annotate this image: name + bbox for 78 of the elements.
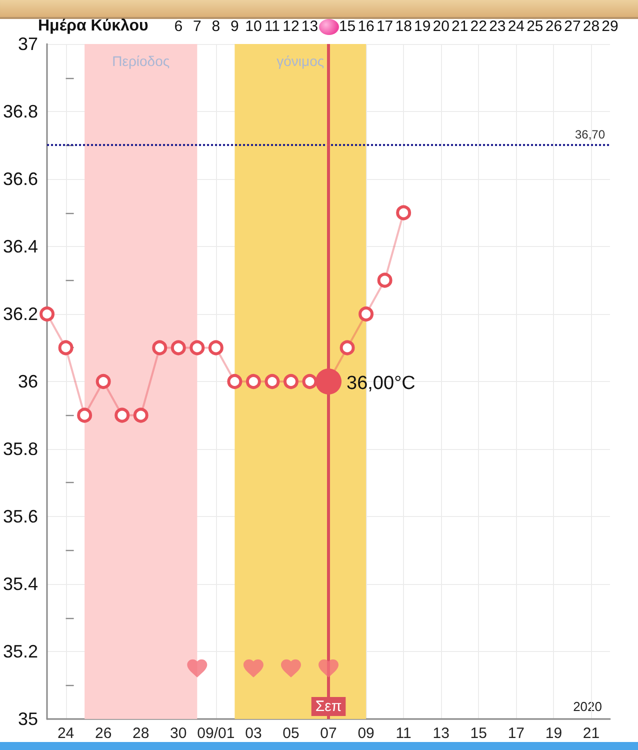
point	[396, 205, 412, 220]
point	[227, 374, 242, 389]
point	[187, 659, 208, 678]
y-tick-label: 36.4	[2, 236, 38, 256]
x2-tick-label: 25	[526, 18, 544, 35]
x2-tick-label: 19	[414, 18, 431, 35]
point	[40, 306, 55, 322]
x-tick-label: 30	[170, 725, 187, 742]
y-tick-label: 35	[18, 709, 38, 729]
x2-tick-label: 26	[545, 18, 562, 35]
point	[377, 272, 392, 288]
x-tick-label: 21	[582, 725, 600, 742]
point	[152, 340, 168, 356]
band-label: γόνιμος	[276, 53, 324, 69]
x-tick-label: 24	[57, 725, 74, 742]
x-tick-label: 11	[396, 725, 412, 742]
x-tick-label: 19	[545, 725, 562, 742]
point	[284, 374, 298, 389]
x-tick-label: 17	[508, 725, 525, 742]
x-tick-label: 09/01	[197, 725, 235, 742]
point	[58, 340, 74, 356]
y-tick-label: 36.2	[2, 304, 38, 324]
x2-tick-label: 17	[376, 18, 394, 35]
x2-tick-label: 12	[282, 18, 300, 35]
x2-tick-label: 27	[564, 18, 581, 35]
point	[302, 374, 318, 389]
point	[246, 374, 261, 389]
x-tick-label: 05	[282, 725, 300, 742]
x2-tick-label: 6	[174, 18, 183, 35]
point	[170, 340, 186, 356]
point	[318, 659, 339, 678]
ref-line-label: 36,70	[574, 127, 606, 142]
y-tick-label: 35.8	[2, 439, 38, 459]
x2-tick-label: 15	[338, 18, 356, 35]
y-tick-label: 36	[18, 372, 38, 392]
x2-tick-label: 21	[452, 18, 468, 35]
point	[280, 659, 301, 678]
x2-tick-label: 8	[212, 18, 220, 35]
point	[77, 408, 92, 423]
y-tick-label: 35.6	[2, 506, 38, 526]
x2-tick-label: 24	[508, 18, 525, 35]
x-tick-label: 09	[358, 725, 374, 742]
x2-tick-label: 9	[230, 18, 239, 35]
x2-tick-label: 28	[582, 18, 600, 35]
x-tick-label: 13	[432, 725, 450, 742]
y-tick-label: 36.8	[2, 102, 38, 122]
point	[190, 340, 205, 356]
x2-tick-label: 23	[489, 18, 506, 35]
x2-tick-label: 29	[602, 18, 618, 35]
x2-axis-title: Ημέρα Κύκλου	[38, 18, 148, 34]
point	[133, 408, 148, 423]
x2-tick-label: 10	[245, 18, 262, 35]
ref-line-label: Σεπ	[315, 698, 342, 715]
point	[243, 659, 264, 678]
y-tick-label: 36.6	[2, 169, 38, 189]
x-tick-label: 15	[470, 725, 487, 742]
x-tick-label: 26	[94, 725, 112, 742]
point	[358, 306, 374, 322]
x2-tick-label: 11	[264, 18, 280, 35]
x2-tick-label: 16	[358, 18, 374, 35]
y-tick-label: 35.4	[2, 574, 38, 594]
x2-tick-label: 22	[470, 18, 487, 35]
x-tick-label: 03	[245, 725, 262, 742]
point	[340, 340, 355, 356]
x2-tick-label: 7	[192, 18, 202, 35]
point	[96, 374, 111, 389]
x2-tick-label: 13	[301, 18, 318, 35]
x-tick-label: 07	[320, 725, 337, 742]
point	[208, 340, 224, 356]
y-tick-label: 35.2	[2, 642, 38, 662]
x2-tick-label: 18	[395, 18, 412, 35]
annotation: 2020	[573, 699, 602, 714]
x-tick-label: 28	[132, 725, 150, 742]
point	[264, 374, 280, 389]
y-tick-label: 37	[18, 34, 38, 54]
band-label: Περίοδος	[112, 53, 170, 69]
x2-tick-label: 20	[432, 18, 450, 35]
point	[114, 408, 130, 423]
